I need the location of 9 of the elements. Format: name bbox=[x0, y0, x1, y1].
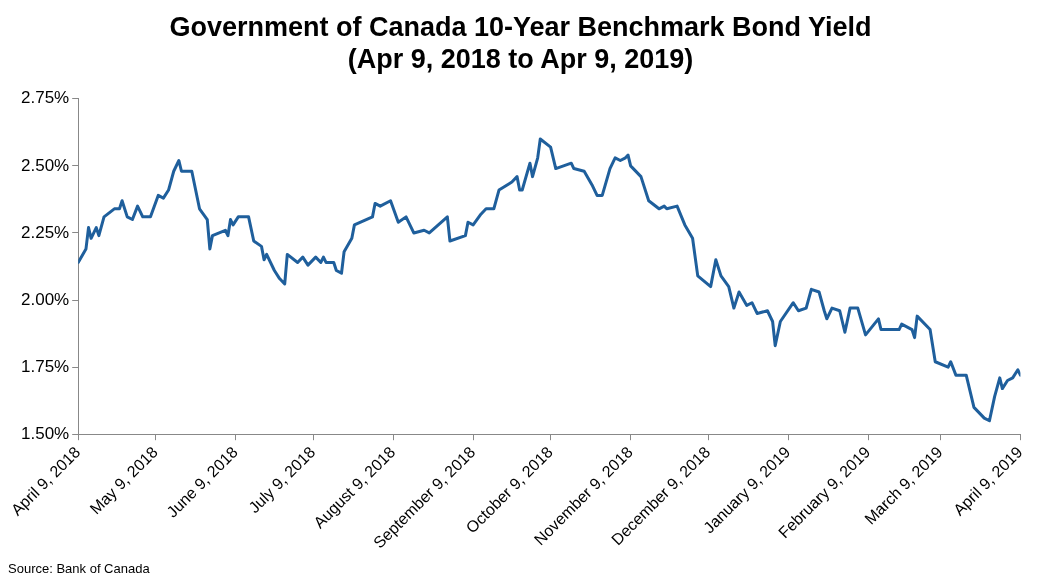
y-tick-label: 2.25% bbox=[21, 222, 70, 242]
chart-subtitle: (Apr 9, 2018 to Apr 9, 2019) bbox=[347, 44, 694, 75]
chart-title: Government of Canada 10-Year Benchmark Bond Yield bbox=[169, 11, 872, 42]
y-tick-label: 1.50% bbox=[21, 423, 70, 443]
y-tick-label: 1.75% bbox=[21, 356, 70, 376]
y-tick-label: 2.00% bbox=[21, 289, 70, 309]
y-tick-label: 2.75% bbox=[21, 88, 70, 108]
y-tick-label: 2.50% bbox=[21, 155, 70, 175]
source-note: Source: Bank of Canada bbox=[8, 561, 150, 576]
